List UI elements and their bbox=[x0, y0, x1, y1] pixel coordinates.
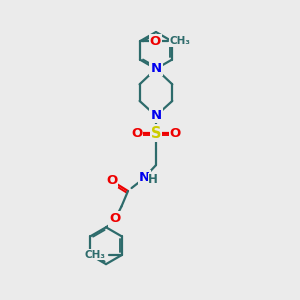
Text: N: N bbox=[150, 109, 161, 122]
Text: N: N bbox=[150, 62, 161, 75]
Text: S: S bbox=[151, 126, 161, 141]
Text: O: O bbox=[131, 127, 142, 140]
Text: O: O bbox=[109, 212, 121, 226]
Text: O: O bbox=[150, 35, 161, 48]
Text: CH₃: CH₃ bbox=[169, 36, 190, 46]
Text: O: O bbox=[106, 174, 117, 187]
Text: H: H bbox=[148, 173, 158, 186]
Text: CH₃: CH₃ bbox=[84, 250, 105, 260]
Text: O: O bbox=[169, 127, 181, 140]
Text: N: N bbox=[139, 171, 150, 184]
